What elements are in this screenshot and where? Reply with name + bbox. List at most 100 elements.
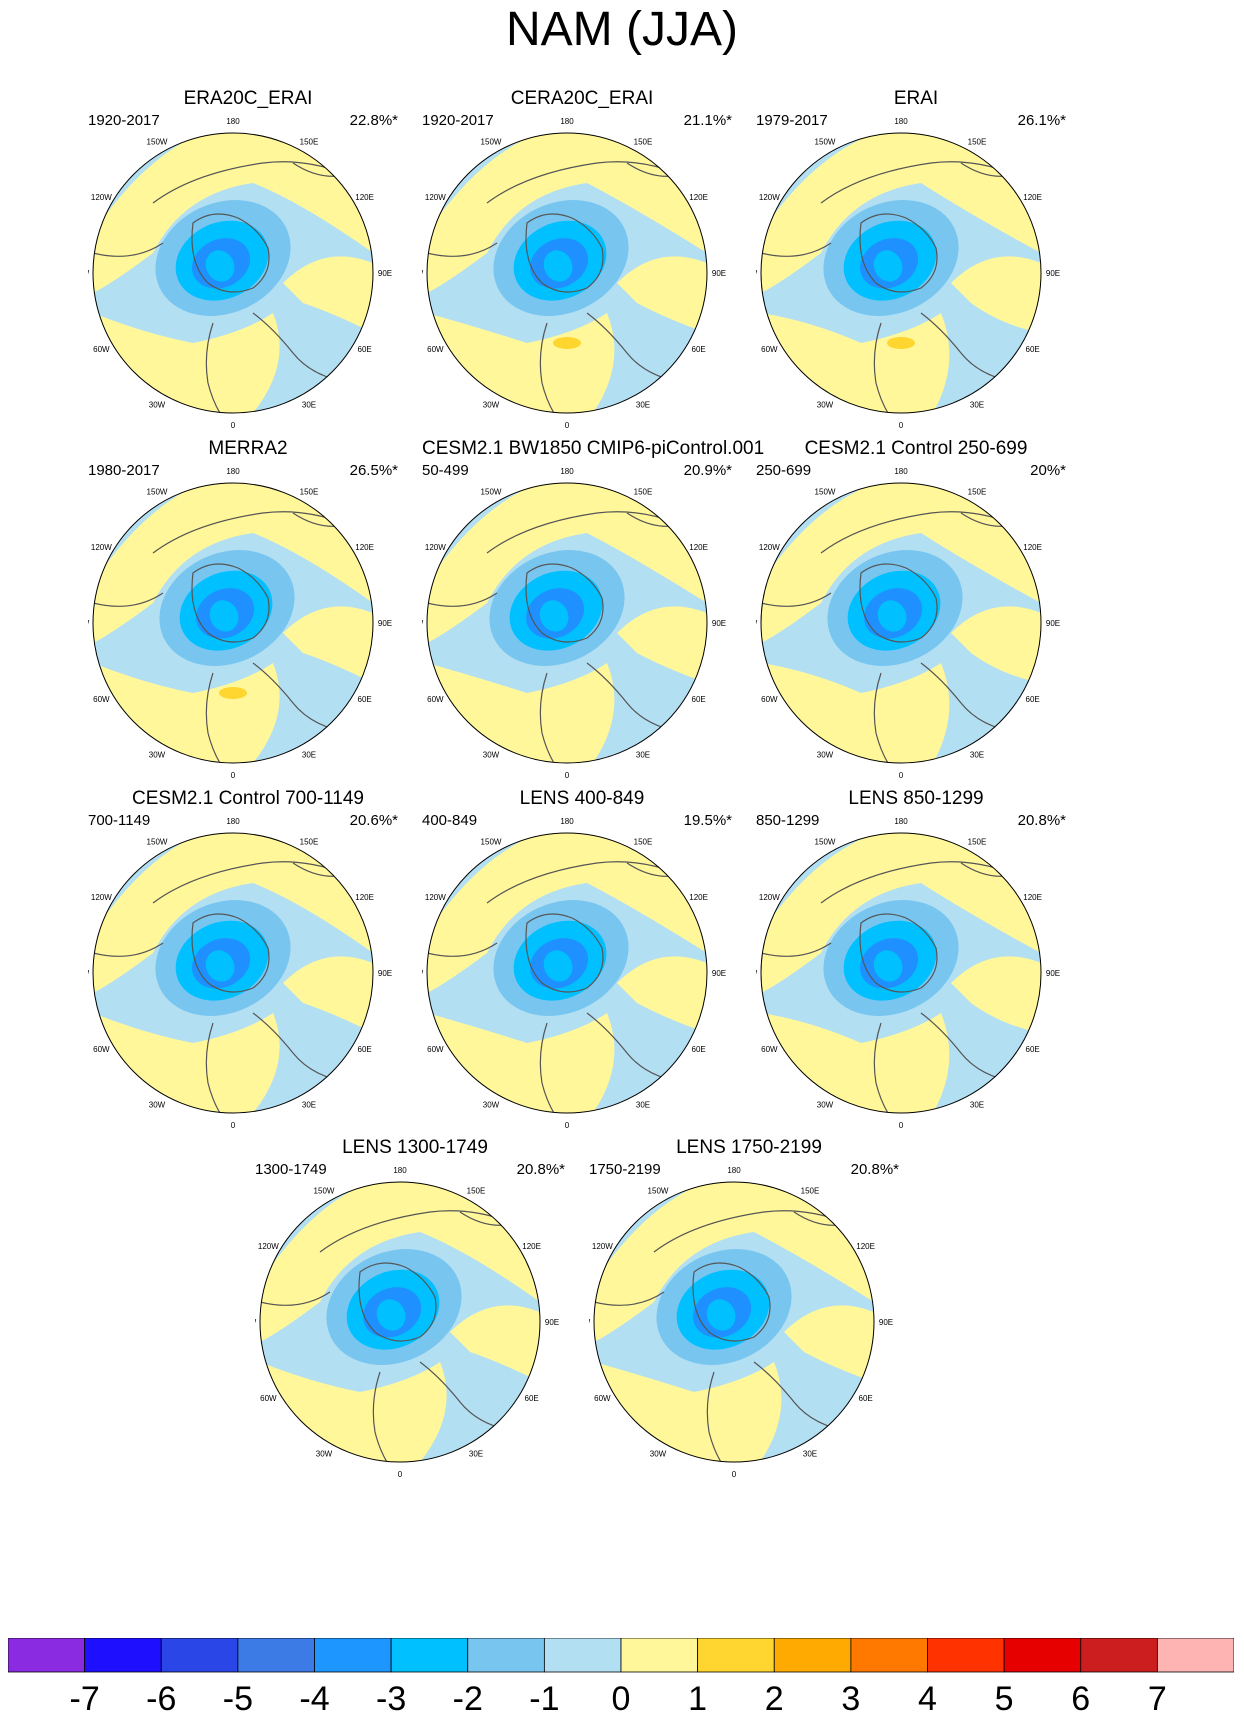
coastline — [319, 1210, 511, 1253]
coastline — [427, 242, 498, 257]
longitude-label: 30E — [302, 751, 316, 760]
coastline — [205, 672, 249, 763]
coastline — [93, 242, 164, 257]
longitude-label: 120W — [425, 543, 446, 552]
longitude-label: 0 — [565, 1121, 570, 1128]
longitude-label: 120W — [425, 193, 446, 202]
longitude-label: 150W — [648, 1186, 669, 1195]
coastline — [486, 161, 678, 204]
panel-title: LENS 1300-1749 — [342, 1137, 488, 1158]
positive-anomaly-contour — [219, 687, 247, 699]
longitude-label: 60E — [1026, 1045, 1040, 1054]
longitude-label: 60W — [427, 695, 444, 704]
coastline — [820, 861, 1012, 904]
longitude-label: 30W — [483, 1101, 500, 1110]
coastline — [873, 322, 917, 413]
longitude-label: 0 — [899, 421, 904, 428]
colorbar-tick-label: -4 — [299, 1680, 330, 1718]
longitude-label: 150W — [481, 137, 502, 146]
longitude-label: 90W — [422, 619, 424, 628]
panel-period: 1979-2017 — [756, 112, 828, 129]
longitude-label: 60E — [358, 345, 372, 354]
map-panel: ERAI 1979-2017 26.1%* 180 150E 120E 90E 60E 30E 0… — [756, 88, 1116, 428]
negative-anomaly-contour — [205, 250, 235, 282]
longitude-label: 120E — [355, 193, 374, 202]
coastline — [525, 213, 604, 293]
positive-anomaly-region — [951, 606, 1041, 683]
colorbar-segment — [390, 1638, 469, 1673]
longitude-label: 150W — [147, 837, 168, 846]
positive-anomaly-region — [617, 956, 707, 1033]
coastline — [859, 563, 938, 643]
negative-anomaly-contour — [205, 950, 235, 982]
map-border — [426, 132, 708, 414]
longitude-label: 60W — [93, 345, 110, 354]
colorbar-tick-label: -2 — [452, 1680, 483, 1718]
colorbar-segment — [927, 1638, 1005, 1673]
longitude-label: 150W — [815, 837, 836, 846]
longitude-label: 120W — [759, 893, 780, 902]
longitude-label: 30E — [636, 401, 650, 410]
positive-anomaly-contour — [887, 337, 915, 349]
longitude-label: 60E — [859, 1394, 873, 1403]
map-border — [426, 832, 708, 1114]
positive-anomaly-contour — [553, 337, 581, 349]
panel-variance: 26.1%* — [1017, 112, 1066, 129]
panel-variance: 20.8%* — [850, 1161, 899, 1178]
longitude-label: 60E — [358, 695, 372, 704]
coastline — [486, 511, 678, 554]
longitude-label: 90E — [712, 969, 726, 978]
positive-anomaly-region — [761, 133, 1041, 293]
longitude-label: 60W — [761, 695, 778, 704]
positive-anomaly-region — [594, 1182, 874, 1342]
panel-title: LENS 850-1299 — [848, 788, 984, 809]
longitude-label: 120W — [592, 1242, 613, 1251]
colorbar-segment — [620, 1638, 699, 1673]
map-border — [259, 1181, 541, 1463]
longitude-label: 180 — [560, 467, 574, 476]
colorbar-tick-label: 6 — [1071, 1680, 1091, 1718]
negative-anomaly-contour — [873, 950, 903, 982]
panel-title: LENS 400-849 — [519, 788, 645, 809]
panel-title: CERA20C_ERAI — [510, 88, 654, 109]
longitude-label: 150E — [968, 137, 987, 146]
negative-anomaly-contour — [543, 950, 573, 982]
coastline — [191, 913, 270, 993]
longitude-label: 180 — [226, 817, 240, 826]
coastline — [486, 861, 678, 904]
coastline — [260, 1291, 331, 1306]
coastline — [525, 913, 604, 993]
colorbar-segment — [1156, 1638, 1234, 1673]
longitude-label: 120E — [355, 893, 374, 902]
longitude-label: 90W — [255, 1318, 257, 1327]
coastline — [820, 161, 1012, 204]
negative-anomaly-contour — [539, 600, 569, 632]
longitude-label: 30E — [636, 751, 650, 760]
coastline — [427, 942, 498, 957]
coastline — [191, 213, 270, 293]
longitude-label: 30W — [817, 401, 834, 410]
longitude-label: 150W — [314, 1186, 335, 1195]
coastline — [93, 592, 164, 607]
coastline — [539, 1022, 583, 1113]
polar-map: 180 150E 120E 90E 60E 30E 0 30W 60W 90W 120W 150W — [756, 117, 1060, 428]
longitude-label: 150E — [968, 487, 987, 496]
panel-period: 1750-2199 — [589, 1161, 661, 1178]
longitude-label: 150E — [300, 487, 319, 496]
longitude-label: 120E — [689, 543, 708, 552]
colorbar-tick-label: -6 — [146, 1680, 177, 1718]
map-border — [426, 482, 708, 764]
longitude-label: 180 — [226, 117, 240, 126]
longitude-label: 90W — [589, 1318, 591, 1327]
map-border — [92, 832, 374, 1114]
longitude-label: 180 — [393, 1166, 407, 1175]
longitude-label: 150W — [147, 487, 168, 496]
longitude-label: 90E — [1046, 269, 1060, 278]
longitude-label: 60E — [1026, 345, 1040, 354]
longitude-label: 90W — [88, 969, 90, 978]
coastline — [205, 322, 249, 413]
polar-map: 180 150E 120E 90E 60E 30E 0 30W 60W 90W 120W 150W — [422, 817, 726, 1128]
panel-title: ERAI — [893, 88, 939, 109]
longitude-label: 90E — [879, 1318, 893, 1327]
positive-anomaly-region — [761, 833, 1041, 993]
